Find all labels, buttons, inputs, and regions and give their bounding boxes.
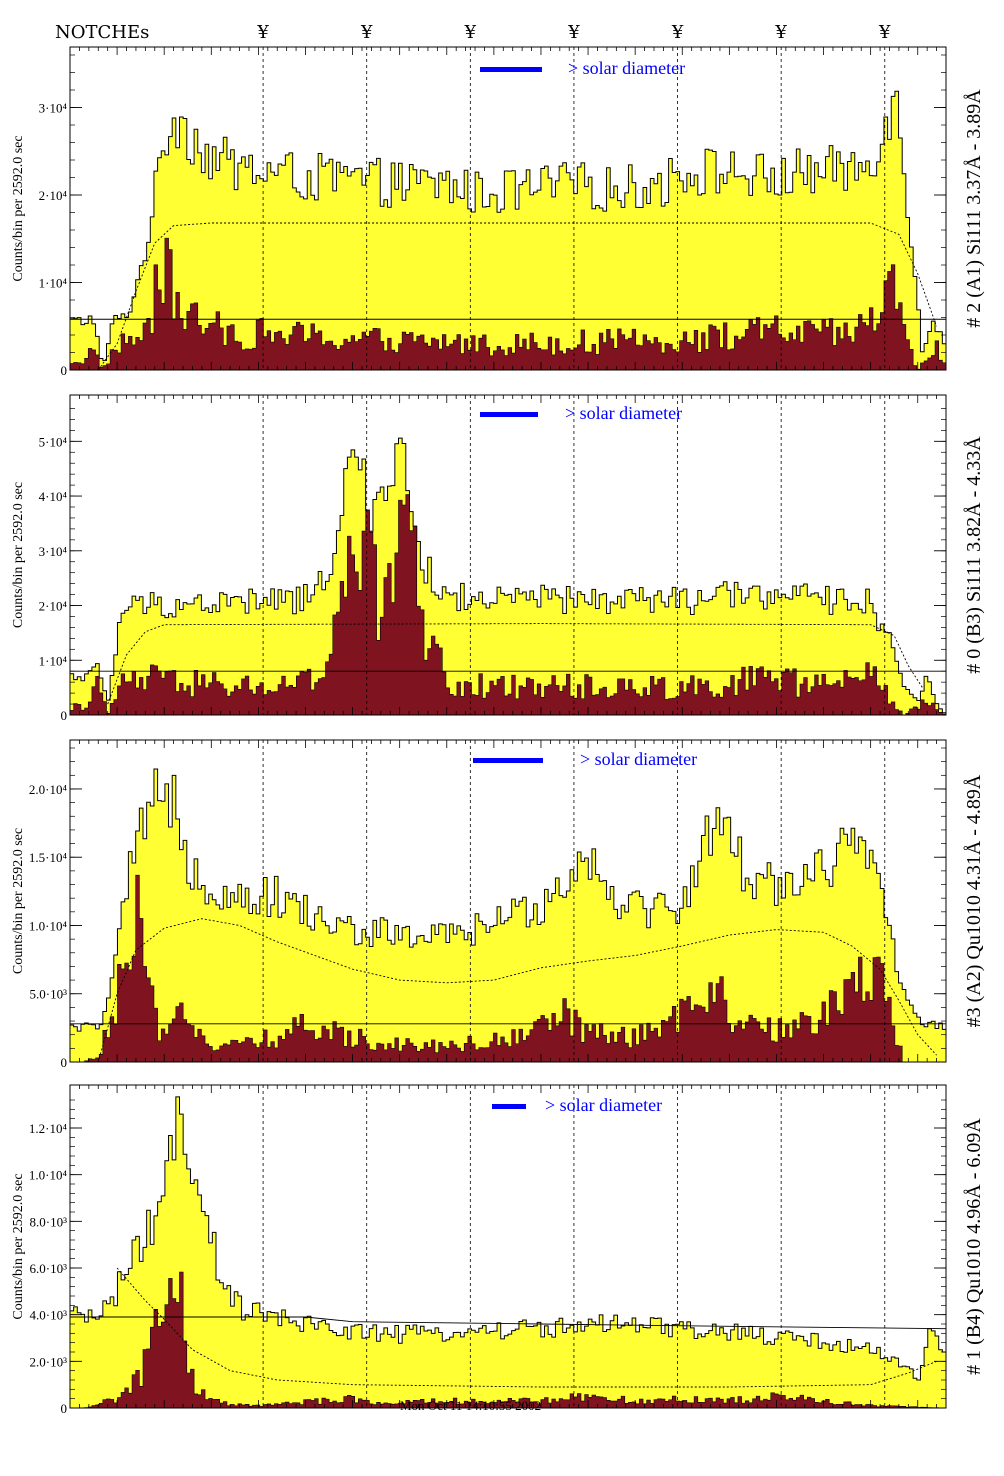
model-curve bbox=[97, 222, 938, 370]
y-tick-label: 1.5·10⁴ bbox=[29, 850, 68, 865]
legend-swatch bbox=[473, 758, 543, 763]
y-tick-label: 0 bbox=[61, 708, 68, 723]
total-counts-series bbox=[70, 90, 946, 370]
total-counts-series bbox=[70, 437, 946, 715]
notch-marker: ¥ bbox=[671, 22, 684, 43]
notch-marker: ¥ bbox=[774, 22, 787, 43]
timestamp: Mon Oct 11 14:10:55 2002 bbox=[400, 1398, 542, 1413]
plot-area bbox=[70, 740, 946, 1062]
y-tick-label: 1·10⁴ bbox=[39, 276, 68, 291]
legend-swatch bbox=[480, 67, 542, 72]
y-tick-label: 5·10⁴ bbox=[39, 434, 68, 449]
y-tick-label: 1·10⁴ bbox=[39, 653, 68, 668]
notch-marker: ¥ bbox=[256, 22, 269, 43]
panel-frame bbox=[69, 739, 947, 1063]
panel-frame bbox=[69, 46, 947, 371]
panel-a2: 0 5.0·10³ 1.0·10⁴ 1.5·10⁴ 2.0·10⁴ Counts/bin … bbox=[11, 739, 985, 1070]
y-tick-label: 3·10⁴ bbox=[39, 101, 68, 116]
y-axis-label: Counts/bin per 2592.0 sec bbox=[11, 482, 26, 628]
y-tick-label: 2.0·10⁴ bbox=[29, 782, 68, 797]
y-tick-label: 2.0·10³ bbox=[30, 1354, 68, 1369]
y-tick-label: 0 bbox=[61, 363, 68, 378]
panel-frame bbox=[69, 394, 947, 716]
y-tick-label: 4·10⁴ bbox=[39, 489, 68, 504]
plot-area bbox=[70, 47, 946, 370]
y-tick-label: 6.0·10³ bbox=[30, 1261, 68, 1276]
y-axis-label: Counts/bin per 2592.0 sec bbox=[11, 135, 26, 281]
total-counts-series bbox=[70, 1096, 946, 1408]
panel-side-label: # 1 (B4) Qu1010 4.96Å - 6.09Å bbox=[963, 1118, 985, 1375]
panel-frame bbox=[69, 1084, 947, 1409]
background-counts-series bbox=[70, 494, 946, 715]
background-counts-series bbox=[70, 1271, 946, 1408]
plot-area bbox=[70, 395, 946, 715]
notch-marker: ¥ bbox=[878, 22, 891, 43]
panel-b3: 0 1·10⁴ 2·10⁴ 3·10⁴ 4·10⁴ 5·10⁴ Counts/bin per… bbox=[11, 394, 985, 723]
y-axis-label: Counts/bin per 2592.0 sec bbox=[11, 828, 26, 974]
y-tick-label: 2·10⁴ bbox=[39, 599, 68, 614]
y-axis-label: Counts/bin per 2592.0 sec bbox=[11, 1173, 26, 1319]
y-tick-label: 1.2·10⁴ bbox=[29, 1121, 68, 1136]
plot-area bbox=[70, 1085, 946, 1408]
background-counts-series bbox=[70, 874, 946, 1062]
model-curve bbox=[116, 1267, 937, 1388]
panel-side-label: # 2 (A1) Si111 3.37Å - 3.89Å bbox=[963, 89, 985, 328]
notch-marker: ¥ bbox=[567, 22, 580, 43]
notch-marker: ¥ bbox=[464, 22, 477, 43]
notch-markers: ¥ ¥ ¥ ¥ ¥ ¥ ¥ bbox=[256, 22, 891, 43]
panel-b4: 0 2.0·10³ 4.0·10³ 6.0·10³ 8.0·10³ 1.0·10⁴ 1.2·… bbox=[11, 1084, 985, 1416]
total-counts-series bbox=[70, 768, 946, 1062]
y-tick-label: 2·10⁴ bbox=[39, 188, 68, 203]
y-tick-label: 4.0·10³ bbox=[30, 1308, 68, 1323]
y-tick-label: 0 bbox=[61, 1401, 68, 1416]
y-tick-label: 3·10⁴ bbox=[39, 544, 68, 559]
legend-label: > solar diameter bbox=[545, 1095, 662, 1115]
legend-swatch bbox=[480, 412, 538, 417]
legend-label: > solar diameter bbox=[580, 749, 697, 769]
y-tick-label: 5.0·10³ bbox=[30, 987, 68, 1002]
notch-marker: ¥ bbox=[360, 22, 373, 43]
panel-a1: 0 1·10⁴ 2·10⁴ 3·10⁴ Counts/bin per 2592.0 se… bbox=[11, 46, 985, 378]
y-tick-label: 1.0·10⁴ bbox=[29, 1168, 68, 1183]
continuum-line bbox=[70, 1316, 946, 1330]
y-tick-label: 0 bbox=[61, 1055, 68, 1070]
panel-side-label: # 0 (B3) Si111 3.82Å - 4.33Å bbox=[963, 436, 985, 674]
model-curve bbox=[107, 623, 923, 705]
legend-swatch bbox=[492, 1104, 526, 1109]
y-tick-label: 1.0·10⁴ bbox=[29, 918, 68, 933]
notches-label: NOTCHEs bbox=[55, 22, 149, 43]
legend-label: > solar diameter bbox=[568, 58, 685, 78]
legend-label: > solar diameter bbox=[565, 403, 682, 423]
panel-side-label: #3 (A2) Qu1010 4.31Å - 4.89Å bbox=[963, 774, 985, 1027]
y-tick-label: 8.0·10³ bbox=[30, 1214, 68, 1229]
